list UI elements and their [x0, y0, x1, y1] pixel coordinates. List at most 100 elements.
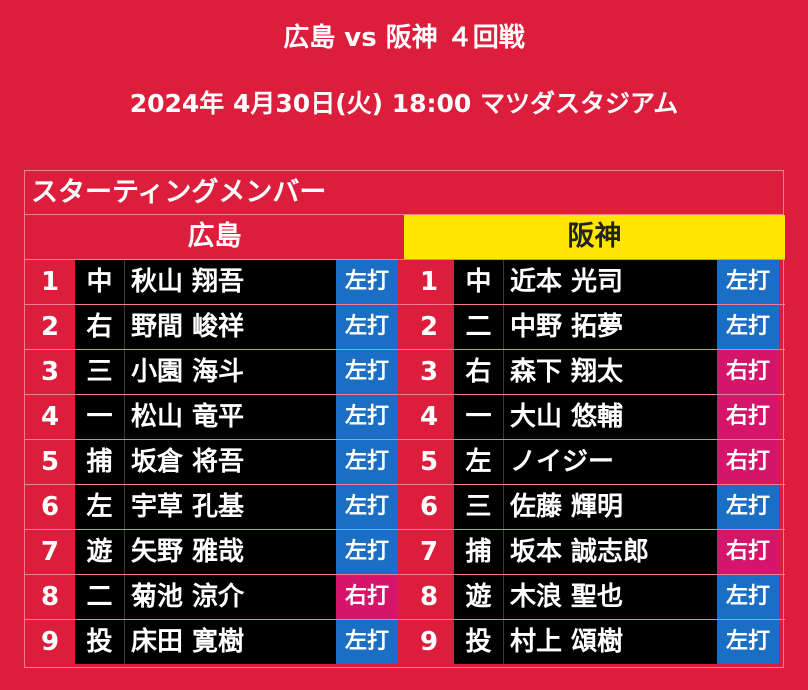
game-title: 広島 vs 阪神 ４回戦 [283, 23, 525, 53]
batting-order: 4 [419, 402, 439, 432]
home-lineup-row: 1 中秋山 翔吾 左打 [25, 259, 404, 304]
away-lineup-row: 2 二中野 拓夢 左打 [404, 304, 785, 349]
player-name: 秋山 翔吾 [131, 267, 245, 297]
player-name: 木浪 聖也 [510, 582, 624, 612]
panel-title: スターティングメンバー [25, 171, 783, 215]
player-cell: 左ノイジー 右打 [454, 440, 779, 484]
player-cell: 遊矢野 雅哉 左打 [75, 530, 398, 574]
player-cell: 一大山 悠輔 右打 [454, 395, 779, 439]
player-name: 村上 頌樹 [510, 627, 624, 657]
home-lineup-row: 3 三小園 海斗 左打 [25, 349, 404, 394]
batting-order: 6 [419, 492, 439, 522]
batting-order: 7 [40, 537, 60, 567]
home-lineup-row: 5 捕坂倉 将吾 左打 [25, 439, 404, 484]
fielding-position: 中 [75, 260, 125, 304]
home-lineup-row: 6 左宇草 孔基 左打 [25, 484, 404, 529]
away-lineup-row: 7 捕坂本 誠志郎 右打 [404, 529, 785, 574]
batting-order: 7 [419, 537, 439, 567]
home-lineup: 1 中秋山 翔吾 左打 2 右野間 峻祥 左打 3 三小園 海斗 左打 4 一松山 竜平 左打 5 捕坂倉… [25, 259, 404, 664]
batting-order: 2 [419, 312, 439, 342]
player-cell: 投村上 頌樹 左打 [454, 620, 779, 664]
away-lineup-row: 9 投村上 頌樹 左打 [404, 619, 785, 664]
player-cell: 中近本 光司 左打 [454, 260, 779, 304]
fielding-position: 二 [75, 575, 125, 619]
batting-order: 6 [40, 492, 60, 522]
player-cell: 三佐藤 輝明 左打 [454, 485, 779, 529]
player-cell: 二中野 拓夢 左打 [454, 305, 779, 349]
fielding-position: 二 [454, 305, 504, 349]
fielding-position: 遊 [75, 530, 125, 574]
away-team-header: 阪神 [404, 215, 785, 259]
batting-side-badge: 左打 [717, 485, 779, 529]
player-cell: 捕坂倉 将吾 左打 [75, 440, 398, 484]
batting-side-badge: 右打 [717, 530, 779, 574]
batting-order: 1 [40, 267, 60, 297]
player-name: 矢野 雅哉 [131, 537, 245, 567]
player-cell: 右野間 峻祥 左打 [75, 305, 398, 349]
batting-order: 3 [40, 357, 60, 387]
fielding-position: 右 [454, 350, 504, 394]
player-cell: 遊木浪 聖也 左打 [454, 575, 779, 619]
batting-side-badge: 左打 [717, 260, 779, 304]
batting-side-badge: 右打 [717, 395, 779, 439]
batting-order: 2 [40, 312, 60, 342]
away-lineup-row: 8 遊木浪 聖也 左打 [404, 574, 785, 619]
fielding-position: 一 [75, 395, 125, 439]
player-name: 坂倉 将吾 [131, 447, 245, 477]
player-name: 坂本 誠志郎 [510, 537, 650, 567]
batting-side-badge: 右打 [336, 575, 398, 619]
fielding-position: 左 [75, 485, 125, 529]
batting-side-badge: 左打 [336, 395, 398, 439]
away-lineup-row: 4 一大山 悠輔 右打 [404, 394, 785, 439]
batting-side-badge: 左打 [717, 575, 779, 619]
fielding-position: 捕 [75, 440, 125, 484]
player-name: 佐藤 輝明 [510, 492, 624, 522]
away-lineup-row: 1 中近本 光司 左打 [404, 259, 785, 304]
batting-order: 5 [419, 447, 439, 477]
batting-order: 5 [40, 447, 60, 477]
batting-side-badge: 左打 [336, 350, 398, 394]
player-name: 近本 光司 [510, 267, 624, 297]
batting-side-badge: 左打 [336, 530, 398, 574]
player-name: 森下 翔太 [510, 357, 624, 387]
fielding-position: 遊 [454, 575, 504, 619]
batting-side-badge: 左打 [717, 620, 779, 664]
home-lineup-row: 2 右野間 峻祥 左打 [25, 304, 404, 349]
player-name: 大山 悠輔 [510, 402, 624, 432]
batting-side-badge: 右打 [717, 350, 779, 394]
player-cell: 中秋山 翔吾 左打 [75, 260, 398, 304]
fielding-position: 投 [454, 620, 504, 664]
batting-side-badge: 右打 [717, 440, 779, 484]
batting-order: 1 [419, 267, 439, 297]
fielding-position: 右 [75, 305, 125, 349]
player-cell: 右森下 翔太 右打 [454, 350, 779, 394]
fielding-position: 投 [75, 620, 125, 664]
player-name: 床田 寛樹 [131, 627, 245, 657]
batting-order: 4 [40, 402, 60, 432]
player-cell: 投床田 寛樹 左打 [75, 620, 398, 664]
player-name: 中野 拓夢 [510, 312, 624, 342]
batting-order: 8 [419, 582, 439, 612]
away-lineup: 1 中近本 光司 左打 2 二中野 拓夢 左打 3 右森下 翔太 右打 4 一大山 悠輔 右打 5 左ノイ… [404, 259, 785, 664]
batting-side-badge: 左打 [336, 260, 398, 304]
home-lineup-row: 8 二菊池 涼介 右打 [25, 574, 404, 619]
away-lineup-row: 5 左ノイジー 右打 [404, 439, 785, 484]
away-lineup-row: 3 右森下 翔太 右打 [404, 349, 785, 394]
batting-order: 8 [40, 582, 60, 612]
batting-side-badge: 左打 [336, 620, 398, 664]
player-cell: 一松山 竜平 左打 [75, 395, 398, 439]
player-cell: 三小園 海斗 左打 [75, 350, 398, 394]
game-date-venue: 2024年 4月30日(火) 18:00 マツダスタジアム [129, 89, 679, 118]
player-cell: 二菊池 涼介 右打 [75, 575, 398, 619]
batting-side-badge: 左打 [336, 305, 398, 349]
player-name: 小園 海斗 [131, 357, 245, 387]
fielding-position: 捕 [454, 530, 504, 574]
starting-lineup-panel: スターティングメンバー 広島 阪神 1 中秋山 翔吾 左打 2 右野間 峻祥 左打 3 三小園… [24, 170, 785, 668]
batting-order: 9 [40, 627, 60, 657]
fielding-position: 三 [454, 485, 504, 529]
player-cell: 左宇草 孔基 左打 [75, 485, 398, 529]
player-name: 松山 竜平 [131, 402, 245, 432]
player-name: 野間 峻祥 [131, 312, 245, 342]
player-name: 宇草 孔基 [131, 492, 245, 522]
player-cell: 捕坂本 誠志郎 右打 [454, 530, 779, 574]
